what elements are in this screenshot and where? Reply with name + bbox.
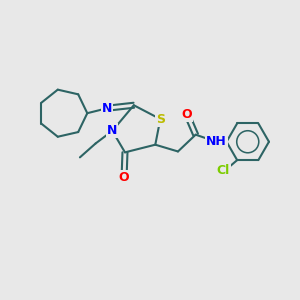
Text: NH: NH: [206, 135, 226, 148]
Text: Cl: Cl: [217, 164, 230, 177]
Text: N: N: [102, 102, 112, 115]
Text: N: N: [107, 124, 118, 137]
Text: O: O: [182, 108, 192, 121]
Text: S: S: [156, 112, 165, 126]
Text: O: O: [119, 171, 129, 184]
